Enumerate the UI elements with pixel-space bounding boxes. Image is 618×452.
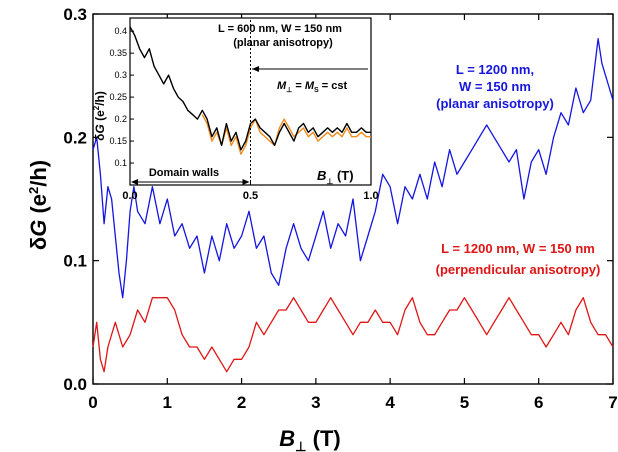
main-plot-frame	[92, 13, 614, 385]
inset-header-line-1: L = 600 nm, W = 150 nm	[218, 23, 342, 35]
main-y-tick-label: 0.2	[63, 128, 87, 147]
domain-walls-label: Domain walls	[149, 167, 219, 179]
main-x-tick-label: 7	[608, 393, 617, 412]
main-x-tick-label: 1	[163, 393, 172, 412]
main-series-line-planar	[92, 38, 614, 299]
main-x-tick-label: 4	[385, 393, 395, 412]
inset-y-tick-label: 0.4	[114, 26, 127, 36]
main-x-tick-label: 6	[534, 393, 543, 412]
domain-walls-arrow-head-left	[131, 179, 138, 185]
main-x-tick-label: 0	[88, 393, 97, 412]
inset-y-tick-label: 0.35	[109, 48, 127, 58]
main-x-tick-label: 2	[237, 393, 246, 412]
main-series	[92, 38, 614, 373]
inset-x-ticks: 0.0 0.5 1.0	[122, 181, 379, 202]
perpendicular-series-label: L = 1200 nm, W = 150 nm (perpendicular a…	[436, 241, 601, 277]
inset-annotations	[131, 20, 251, 185]
inset-y-axis-label: δG (e2/h)	[92, 91, 107, 141]
inset-series-line-orange	[201, 114, 371, 155]
saturation-arrow-head	[252, 66, 259, 72]
inset-y-tick-label: 0.1	[114, 158, 127, 168]
inset-y-tick-label: 0.15	[109, 136, 127, 146]
inset-y-tick-label: 0.2	[114, 114, 127, 124]
inset-y-ticks: 0.1 0.15 0.2 0.25 0.3 0.35 0.4	[109, 26, 134, 168]
inset-x-tick-label: 0.5	[243, 190, 258, 202]
main-series-line-perpendicular	[92, 297, 614, 373]
main-y-ticks: 0.0 0.1 0.2 0.3	[63, 5, 613, 394]
inset-series	[129, 26, 371, 155]
perpendicular-label-line-1: L = 1200 nm, W = 150 nm	[441, 241, 595, 256]
main-x-tick-label: 5	[460, 393, 469, 412]
main-chart: 0 1 2 3 4 5 6 7 0.0 0.1 0.2 0.3 B⊥ (T) δG (e2/h) L…	[26, 5, 618, 452]
main-y-tick-label: 0.0	[63, 375, 87, 394]
saturation-label: M⊥ = MS = cst	[277, 80, 347, 94]
inset-x-axis-label: B⊥ (T)	[317, 168, 354, 186]
inset-x-tick-label: 1.0	[363, 190, 378, 202]
main-y-tick-label: 0.3	[63, 5, 87, 24]
planar-label-line-2: W = 150 nm	[459, 79, 531, 94]
inset-y-tick-label: 0.25	[109, 92, 127, 102]
perpendicular-label-line-2: (perpendicular anisotropy)	[436, 262, 601, 277]
planar-label-line-3: (planar anisotropy)	[436, 96, 554, 111]
inset-header-line-2: (planar anisotropy)	[233, 37, 333, 49]
main-x-ticks: 0 1 2 3 4 5 6 7	[88, 14, 618, 412]
planar-series-label: L = 1200 nm, W = 150 nm (planar anisotro…	[436, 62, 554, 111]
inset-x-tick-label: 0.0	[122, 190, 137, 202]
main-y-axis-label: δG (e2/h)	[26, 160, 51, 250]
inset-header: L = 600 nm, W = 150 nm (planar anisotrop…	[218, 23, 342, 49]
inset-chart: 0.0 0.5 1.0 0.1 0.15 0.2 0.25 0.3 0.35 0.4 δG (e…	[92, 17, 379, 202]
main-x-tick-label: 3	[311, 393, 320, 412]
inset-series-line-black	[129, 26, 371, 151]
domain-walls-arrow-head-right	[242, 179, 250, 185]
main-y-tick-label: 0.1	[63, 252, 87, 271]
planar-label-line-1: L = 1200 nm,	[456, 62, 534, 77]
inset-y-tick-label: 0.3	[114, 70, 127, 80]
main-x-axis-label: B⊥ (T)	[279, 426, 340, 452]
